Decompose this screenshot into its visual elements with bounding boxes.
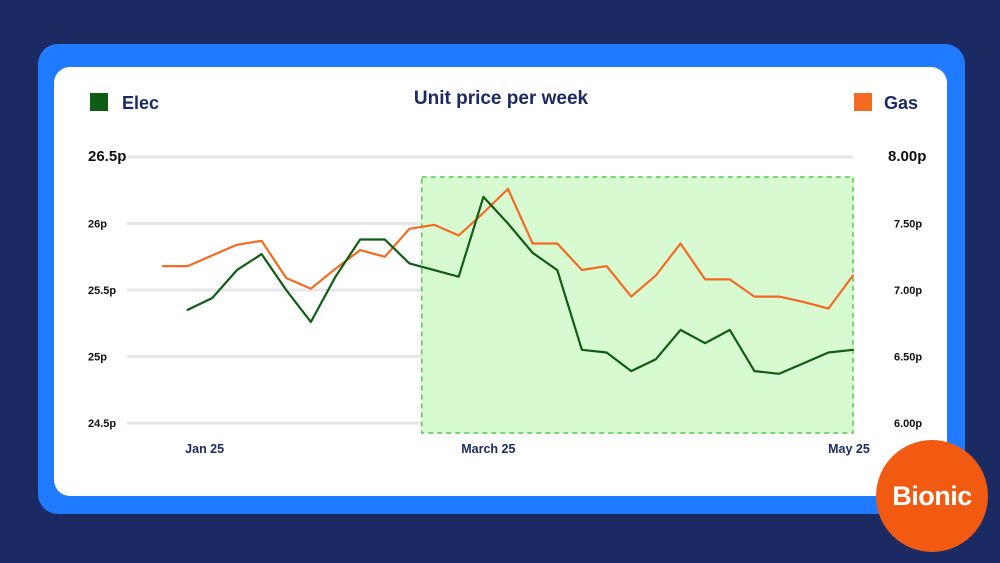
right-axis-tick-label: 6.00p (894, 418, 922, 430)
left-axis-tick-label: 24.5p (88, 418, 116, 430)
series-line-gas (161, 187, 855, 310)
legend-swatch-gas (854, 93, 872, 111)
bionic-logo-text: Bionic (892, 480, 972, 511)
chart-title: Unit price per week (414, 88, 589, 109)
highlight-region (421, 176, 854, 434)
legend-swatch-elec (90, 93, 108, 111)
x-axis-tick-label: May 25 (828, 442, 870, 456)
right-axis-tick-label: 7.50p (894, 219, 922, 231)
axis-layer: 26.5p 26p 25.5p 25p 24.5p 8.00p 7.50p 7.00p 6.50… (88, 148, 926, 456)
left-axis-tick-label: 25.5p (88, 285, 116, 297)
x-axis-tick-label: March 25 (461, 442, 515, 456)
highlight-layer (421, 176, 854, 434)
right-axis-tick-label: 8.00p (888, 148, 926, 165)
legend-label-elec: Elec (122, 93, 159, 113)
left-axis-tick-label: 26.5p (88, 148, 126, 165)
legend-label-gas: Gas (884, 93, 918, 113)
left-axis-tick-label: 25p (88, 352, 107, 364)
series-line-elec (186, 195, 855, 375)
right-axis-tick-label: 6.50p (894, 352, 922, 364)
bionic-logo: Bionic (876, 440, 988, 552)
left-axis-tick-label: 26p (88, 219, 107, 231)
series-layer (161, 187, 855, 375)
right-axis-tick-label: 7.00p (894, 285, 922, 297)
x-axis-tick-label: Jan 25 (185, 442, 224, 456)
